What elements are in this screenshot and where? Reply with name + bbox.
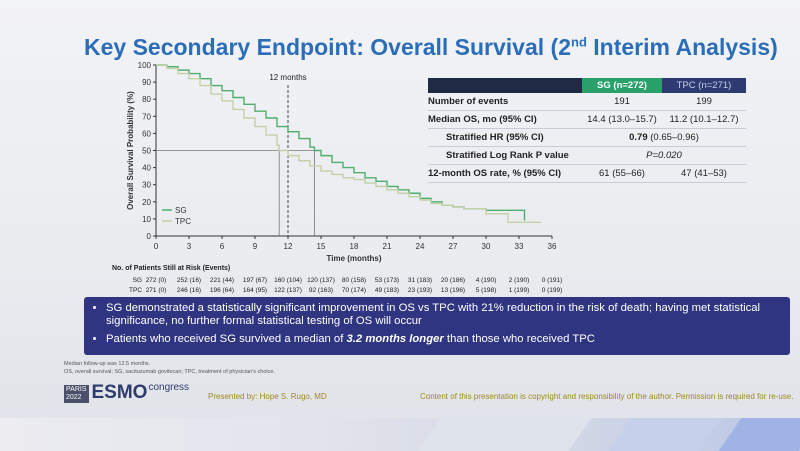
risk-cell: 120 (137) [307,277,335,284]
hr-value: 0.79 (0.65–0.96) [629,132,699,143]
row-label: Number of events [428,96,509,107]
paris-badge: PARIS 2022 [64,385,89,403]
risk-cell: 80 (158) [342,277,366,284]
risk-table: No. of Patients Still at Risk (Events) SG… [112,265,562,294]
y-axis-label: Overall Survival Probability (%) [126,91,135,210]
x-tick-label: 6 [220,242,225,251]
table-header-blank [428,78,582,93]
value-sg: 61 (55–66) [599,168,645,179]
risk-cell: 31 (183) [408,277,432,284]
legend-label: SG [175,206,187,215]
pvalue: P=0.020 [646,150,682,161]
copyright-notice: Content of this presentation is copyrigh… [420,392,794,401]
y-tick-label: 60 [142,129,151,138]
risk-cell: 1 (199) [509,287,530,294]
slide-title: Key Secondary Endpoint: Overall Survival… [84,34,778,60]
table-row: Stratified HR (95% CI) 0.79 (0.65–0.96) [428,129,746,147]
risk-cell: 252 (16) [177,277,201,284]
risk-cell: 221 (44) [210,277,234,284]
value-sg: 191 [614,96,630,107]
table-row: Median OS, mo (95% CI) 14.4 (13.0–15.7) … [428,111,746,129]
risk-row-label: SG [133,277,142,284]
x-tick-label: 3 [187,242,192,251]
x-tick-label: 21 [383,242,392,251]
risk-cell: 5 (198) [476,287,497,294]
congress-label: congress [148,382,190,393]
table-row: 12-month OS rate, % (95% CI) 61 (55–66) … [428,165,746,183]
value-sg: 14.4 (13.0–15.7) [587,114,657,125]
risk-cell: 272 (0) [146,277,167,284]
risk-cell: 271 (0) [146,287,167,294]
decorative-strip [0,418,800,451]
risk-cell: 53 (173) [375,277,399,284]
risk-cell: 20 (186) [441,277,465,284]
twelve-month-label: 12 months [269,73,306,82]
row-label: 12-month OS rate, % (95% CI) [428,168,562,179]
risk-cell: 122 (137) [274,287,302,294]
footnote: Median follow-up was 12.5 months. OS, ov… [64,361,275,375]
risk-cell: 0 (199) [542,287,563,294]
risk-table-title: No. of Patients Still at Risk (Events) [112,265,230,272]
risk-cell: 23 (193) [408,287,432,294]
value-tpc: 199 [696,96,712,107]
y-tick-label: 100 [138,61,152,70]
risk-cell: 160 (104) [274,277,302,284]
value-tpc: 47 (41–53) [681,168,727,179]
bullet-significance: SG demonstrated a statistically signific… [106,302,790,328]
table-row: Stratified Log Rank P value P=0.020 [428,147,746,165]
risk-cell: 2 (190) [509,277,530,284]
y-tick-label: 20 [142,198,151,207]
risk-row-label: TPC [129,287,142,294]
risk-cell: 196 (64) [210,287,234,294]
row-label: Stratified HR (95% CI) [446,132,544,143]
table-row: Number of events 191 199 [428,93,746,111]
risk-cell: 13 (196) [441,287,465,294]
risk-cell: 92 (163) [309,287,333,294]
y-tick-label: 80 [142,95,151,104]
risk-cell: 49 (183) [375,287,399,294]
x-tick-label: 0 [154,242,159,251]
row-label: Median OS, mo (95% CI) [428,114,537,125]
esmo-logo: PARIS 2022 ESMO congress [64,381,189,403]
presenter-credit: Presented by: Hope S. Rugo, MD [208,392,327,401]
x-tick-label: 15 [317,242,326,251]
risk-cell: 197 (67) [243,277,267,284]
x-tick-label: 24 [416,242,425,251]
legend-label: TPC [175,217,191,226]
risk-cell: 0 (191) [542,277,563,284]
x-tick-label: 18 [350,242,359,251]
y-tick-label: 0 [147,232,152,241]
x-tick-label: 33 [515,242,524,251]
x-tick-label: 30 [482,242,491,251]
y-tick-label: 10 [142,215,151,224]
value-tpc: 11.2 (10.1–12.7) [669,114,739,125]
risk-cell: 164 (95) [243,287,267,294]
x-tick-label: 27 [449,242,458,251]
bullet-median-gain: Patients who received SG survived a medi… [106,333,790,346]
key-findings-panel: SG demonstrated a statistically signific… [84,297,790,355]
y-tick-label: 30 [142,181,151,190]
x-tick-label: 36 [548,242,557,251]
curve-tpc [156,64,541,224]
risk-cell: 4 (190) [476,277,497,284]
risk-cell: 70 (174) [342,287,366,294]
y-tick-label: 70 [142,112,151,121]
header-tpc: TPC (n=271) [662,78,746,93]
x-axis-label: Time (months) [327,254,382,263]
y-tick-label: 90 [142,78,151,87]
x-tick-label: 9 [253,242,258,251]
y-tick-label: 50 [142,147,151,156]
esmo-wordmark: ESMO [91,382,148,403]
x-tick-label: 12 [284,242,293,251]
results-table: SG (n=272) TPC (n=271) Number of events … [428,78,746,183]
chart-curves [156,64,541,224]
y-tick-label: 40 [142,164,151,173]
chart-labels: Overall Survival Probability (%) Time (mo… [126,73,382,263]
row-label: Stratified Log Rank P value [446,150,569,161]
header-sg: SG (n=272) [582,78,662,93]
risk-cell: 246 (16) [177,287,201,294]
